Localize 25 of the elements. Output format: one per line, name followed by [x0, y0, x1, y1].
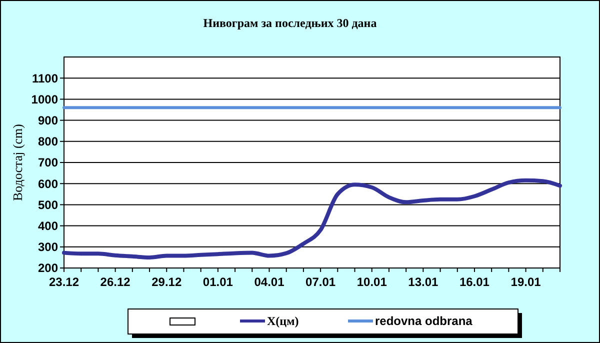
- chart-title: Нивограм за последњих 30 дана: [203, 16, 377, 30]
- line-series: [62, 178, 562, 260]
- x-tick-label: 19.01: [510, 275, 542, 289]
- y-tick-label: 700: [38, 156, 58, 170]
- y-tick-label: 900: [38, 114, 58, 128]
- x-tick-label: 29.12: [152, 275, 182, 289]
- x-tick-label: 16.01: [459, 275, 490, 289]
- y-tick-label: 800: [38, 134, 58, 149]
- y-tick-label: 1000: [31, 92, 58, 106]
- x-tick-label: 23.12: [48, 275, 80, 289]
- x-tick-label: 26.12: [100, 275, 131, 289]
- x-tick-label: 01.01: [202, 275, 234, 289]
- y-tick-label: 300: [38, 240, 58, 254]
- y-tick-label: 200: [38, 261, 58, 276]
- x-tick-label: 10.01: [356, 275, 388, 289]
- y-tick-label: 500: [38, 198, 58, 212]
- x-tick-label: 04.01: [254, 275, 285, 289]
- legend-label: redovna odbrana: [375, 314, 473, 328]
- y-tick-label: 600: [38, 176, 58, 191]
- y-tick-label: 1100: [32, 71, 58, 86]
- x-tick-label: 07.01: [306, 275, 336, 289]
- x-tick-label: 13.01: [408, 275, 439, 289]
- legend-label: X(цм): [267, 314, 299, 328]
- y-axis-title: Водостај (cm): [10, 124, 25, 202]
- y-tick-label: 400: [38, 219, 58, 233]
